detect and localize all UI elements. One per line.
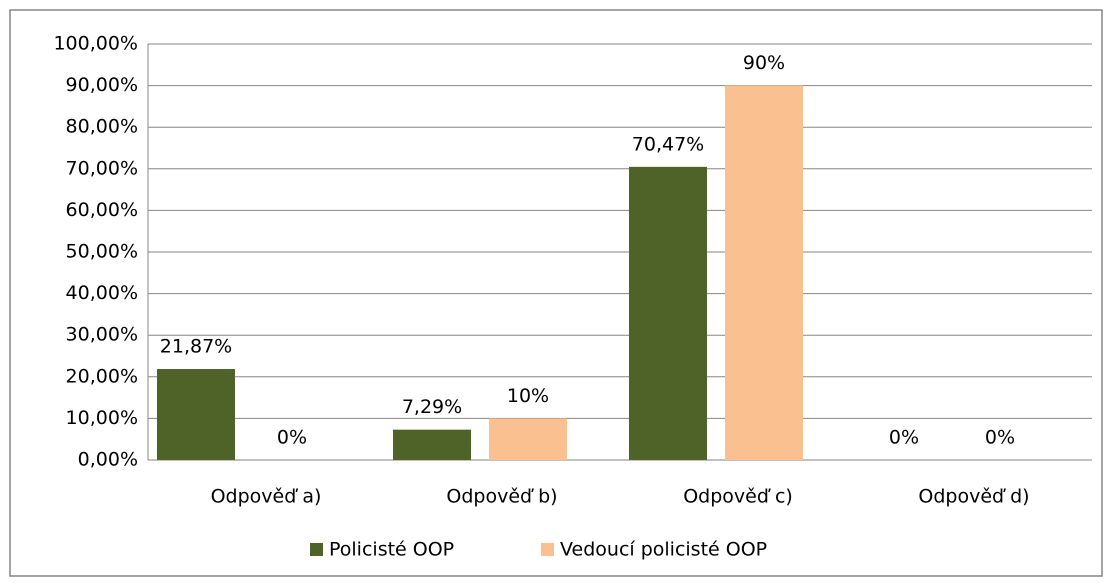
y-tick-label: 50,00% [66, 241, 138, 263]
y-tick-label: 10,00% [66, 407, 138, 429]
y-tick-label: 90,00% [66, 74, 138, 96]
y-tick-label: 100,00% [53, 33, 138, 55]
y-tick-label: 40,00% [66, 282, 138, 304]
y-tick-label: 80,00% [66, 116, 138, 138]
bar [725, 85, 803, 460]
legend-label: Vedoucí policisté OOP [560, 539, 767, 561]
legend-label: Policisté OOP [329, 539, 454, 561]
data-label: 7,29% [402, 396, 462, 418]
x-tick-label: Odpověď c) [683, 486, 793, 508]
bar [393, 429, 471, 460]
x-tick-label: Odpověď d) [918, 486, 1029, 508]
x-tick-label: Odpověď a) [211, 486, 322, 508]
data-label: 70,47% [632, 133, 704, 155]
bar [629, 166, 707, 461]
data-label: 90% [743, 52, 785, 74]
bar [489, 418, 567, 460]
legend-swatch [541, 543, 554, 556]
data-label: 0% [985, 427, 1015, 449]
y-tick-label: 70,00% [66, 157, 138, 179]
data-label: 0% [889, 427, 919, 449]
x-tick-label: Odpověď b) [446, 486, 557, 508]
chart-frame [9, 9, 1103, 577]
y-tick-label: 30,00% [66, 324, 138, 346]
y-tick-label: 0,00% [78, 449, 138, 471]
data-label: 21,87% [160, 336, 232, 358]
bar [157, 369, 235, 460]
y-tick-label: 60,00% [66, 199, 138, 221]
legend-swatch [310, 543, 323, 556]
data-label: 10% [507, 385, 549, 407]
data-label: 0% [277, 427, 307, 449]
y-tick-label: 20,00% [66, 365, 138, 387]
